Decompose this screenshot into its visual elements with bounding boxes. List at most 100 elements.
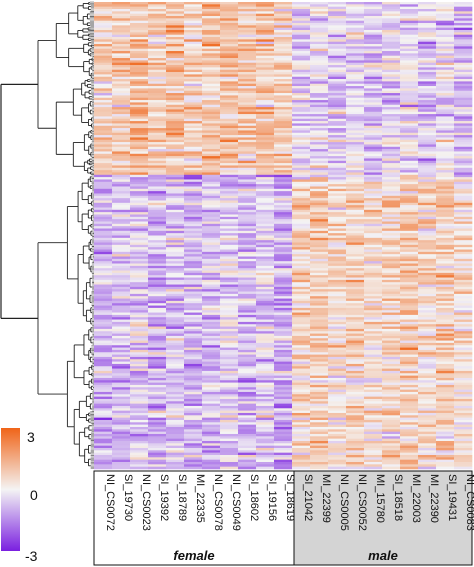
heatmap-cell — [364, 263, 383, 267]
heatmap-cell — [166, 289, 185, 292]
heatmap-cell — [364, 445, 383, 449]
heatmap-cell — [184, 440, 203, 444]
heatmap-cell — [328, 128, 347, 131]
heatmap-cell — [238, 156, 257, 159]
heatmap-cell — [148, 97, 167, 101]
heatmap-cell — [130, 221, 149, 225]
heatmap-cell — [382, 167, 401, 171]
heatmap-cell — [148, 25, 167, 28]
heatmap-cell — [364, 167, 383, 171]
heatmap-cell — [454, 90, 473, 94]
heatmap-cell — [220, 286, 239, 290]
heatmap-cell — [130, 415, 149, 418]
heatmap-cell — [418, 275, 437, 278]
heatmap-cell — [94, 424, 113, 428]
heatmap-cell — [364, 422, 383, 425]
heatmap-cell — [436, 144, 455, 148]
heatmap-cell — [292, 118, 311, 122]
heatmap-cell — [328, 188, 347, 192]
heatmap-cell — [94, 237, 113, 241]
heatmap-cell — [238, 151, 257, 155]
heatmap-cell — [418, 303, 437, 306]
heatmap-cell — [220, 216, 239, 220]
heatmap-cell — [418, 249, 437, 253]
heatmap-cell — [418, 335, 437, 339]
heatmap-cell — [310, 310, 329, 313]
heatmap-cell — [418, 363, 437, 367]
heatmap-cell — [454, 258, 473, 262]
heatmap-cell — [148, 93, 167, 96]
heatmap-cell — [400, 235, 419, 239]
heatmap-cell — [220, 81, 239, 85]
heatmap-cell — [166, 445, 185, 449]
heatmap-cell — [328, 433, 347, 437]
heatmap-cell — [256, 375, 275, 379]
heatmap-cell — [382, 128, 401, 131]
heatmap-cell — [112, 352, 131, 355]
heatmap-cell — [454, 34, 473, 38]
heatmap-cell — [400, 286, 419, 290]
heatmap-cell — [184, 452, 203, 456]
heatmap-cell — [310, 312, 329, 316]
heatmap-cell — [310, 317, 329, 320]
heatmap-cell — [436, 153, 455, 157]
heatmap-cell — [328, 338, 347, 341]
heatmap-cell — [148, 4, 167, 7]
heatmap-cell — [436, 282, 455, 285]
heatmap-cell — [436, 88, 455, 92]
heatmap-cell — [418, 9, 437, 12]
heatmap-cell — [382, 240, 401, 243]
heatmap-cell — [364, 291, 383, 295]
heatmap-cell — [220, 452, 239, 456]
heatmap-cell — [364, 410, 383, 414]
heatmap-cell — [328, 90, 347, 94]
heatmap-cell — [238, 93, 257, 96]
heatmap-cell — [238, 81, 257, 85]
heatmap-cell — [220, 172, 239, 176]
heatmap-cell — [454, 44, 473, 47]
heatmap-cell — [256, 39, 275, 42]
heatmap-cell — [292, 426, 311, 430]
heatmap-cell — [382, 419, 401, 423]
heatmap-cell — [292, 282, 311, 285]
heatmap-cell — [130, 55, 149, 59]
heatmap-cell — [148, 279, 167, 283]
heatmap-cell — [292, 410, 311, 414]
heatmap-cell — [94, 354, 113, 358]
heatmap-cell — [94, 177, 113, 180]
heatmap-cell — [112, 18, 131, 21]
heatmap-cell — [112, 153, 131, 157]
heatmap-cell — [310, 237, 329, 241]
heatmap-cell — [184, 443, 203, 446]
heatmap-cell — [94, 111, 113, 115]
heatmap-cell — [310, 69, 329, 73]
heatmap-cell — [220, 457, 239, 460]
heatmap-cell — [166, 237, 185, 241]
heatmap-cell — [310, 18, 329, 21]
heatmap-cell — [400, 142, 419, 145]
heatmap-cell — [184, 165, 203, 169]
heatmap-cell — [256, 291, 275, 295]
heatmap-cell — [400, 118, 419, 122]
heatmap-cell — [382, 370, 401, 374]
heatmap-cell — [130, 20, 149, 24]
heatmap-cell — [274, 268, 293, 271]
heatmap-cell — [418, 111, 437, 115]
heatmap-cell — [328, 69, 347, 73]
heatmap-cell — [112, 401, 131, 404]
heatmap-cell — [382, 342, 401, 346]
heatmap-cell — [454, 272, 473, 276]
heatmap-cell — [220, 263, 239, 267]
heatmap-cell — [184, 125, 203, 129]
heatmap-cell — [112, 62, 131, 66]
heatmap-cell — [202, 4, 221, 7]
heatmap-cell — [184, 114, 203, 117]
heatmap-cell — [400, 30, 419, 33]
heatmap-cell — [130, 104, 149, 108]
heatmap-cell — [346, 188, 365, 192]
heatmap-cell — [256, 459, 275, 463]
heatmap-cell — [256, 81, 275, 85]
heatmap-cell — [238, 48, 257, 52]
heatmap-cell — [112, 356, 131, 360]
heatmap-cell — [202, 144, 221, 148]
